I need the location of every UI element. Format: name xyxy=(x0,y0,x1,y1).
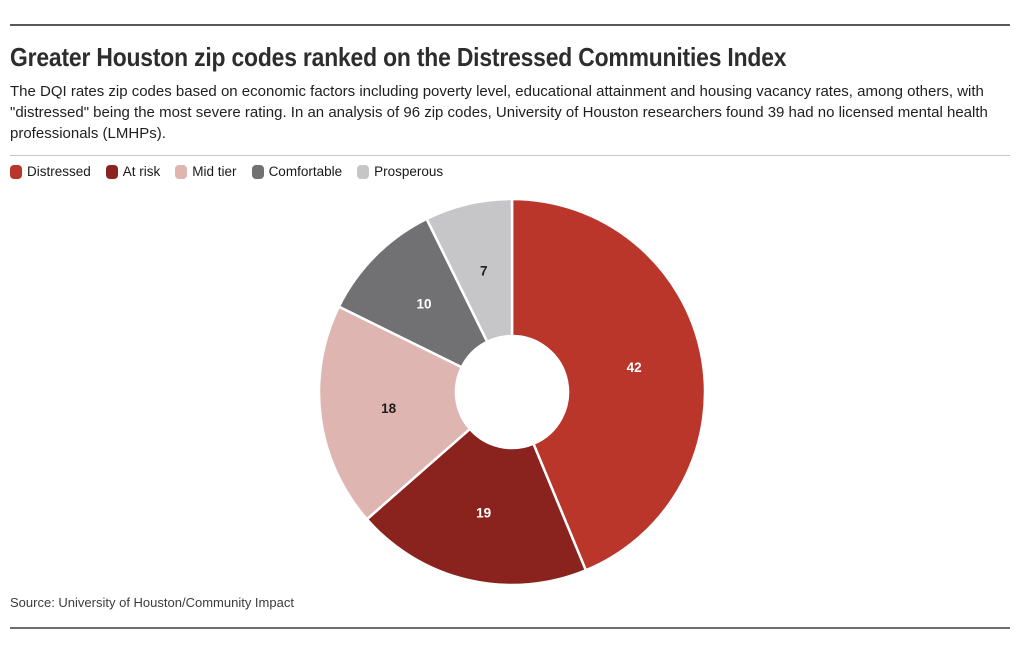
source-note: Source: University of Houston/Community … xyxy=(10,595,294,610)
legend-label-comfortable: Comfortable xyxy=(268,164,343,179)
bottom-divider xyxy=(10,627,1010,629)
legend-swatch-mid-tier xyxy=(175,164,188,179)
legend-label-at-risk: At risk xyxy=(122,164,161,179)
legend-divider xyxy=(10,155,1010,156)
pie-slice-prosperous xyxy=(425,197,514,344)
donut-chart: 42 19 18 10 7 xyxy=(317,197,707,587)
legend: Distressed At risk Mid tier Comfortable Pros… xyxy=(10,164,443,179)
pie-slice-mid-tier xyxy=(317,305,472,521)
legend-label-prosperous: Prosperous xyxy=(374,164,444,179)
top-divider xyxy=(10,24,1010,26)
slice-value-label-prosperous: 7 xyxy=(480,263,488,278)
legend-item-distressed: Distressed xyxy=(10,164,91,179)
legend-swatch-distressed xyxy=(10,164,22,179)
legend-swatch-comfortable xyxy=(251,164,264,179)
slice-value-label-at-risk: 19 xyxy=(476,506,491,521)
legend-swatch-at-risk xyxy=(105,164,118,179)
legend-item-prosperous: Prosperous xyxy=(357,164,443,179)
legend-item-at-risk: At risk xyxy=(105,164,161,179)
chart-subtitle: The DQI rates zip codes based on economi… xyxy=(10,83,988,142)
legend-label-mid-tier: Mid tier xyxy=(192,164,237,179)
legend-label-distressed: Distressed xyxy=(27,164,91,179)
legend-item-mid-tier: Mid tier xyxy=(175,164,237,179)
slice-value-label-distressed: 42 xyxy=(627,360,642,375)
legend-item-comfortable: Comfortable xyxy=(251,164,343,179)
pie-slice-comfortable xyxy=(337,217,489,369)
slice-value-label-comfortable: 10 xyxy=(416,297,431,312)
pie-slice-at-risk xyxy=(365,427,588,587)
slice-value-label-mid-tier: 18 xyxy=(381,401,397,416)
page-title: Greater Houston zip codes ranked on the … xyxy=(10,42,787,72)
pie-slice-distressed xyxy=(510,197,707,572)
legend-swatch-prosperous xyxy=(357,164,370,179)
